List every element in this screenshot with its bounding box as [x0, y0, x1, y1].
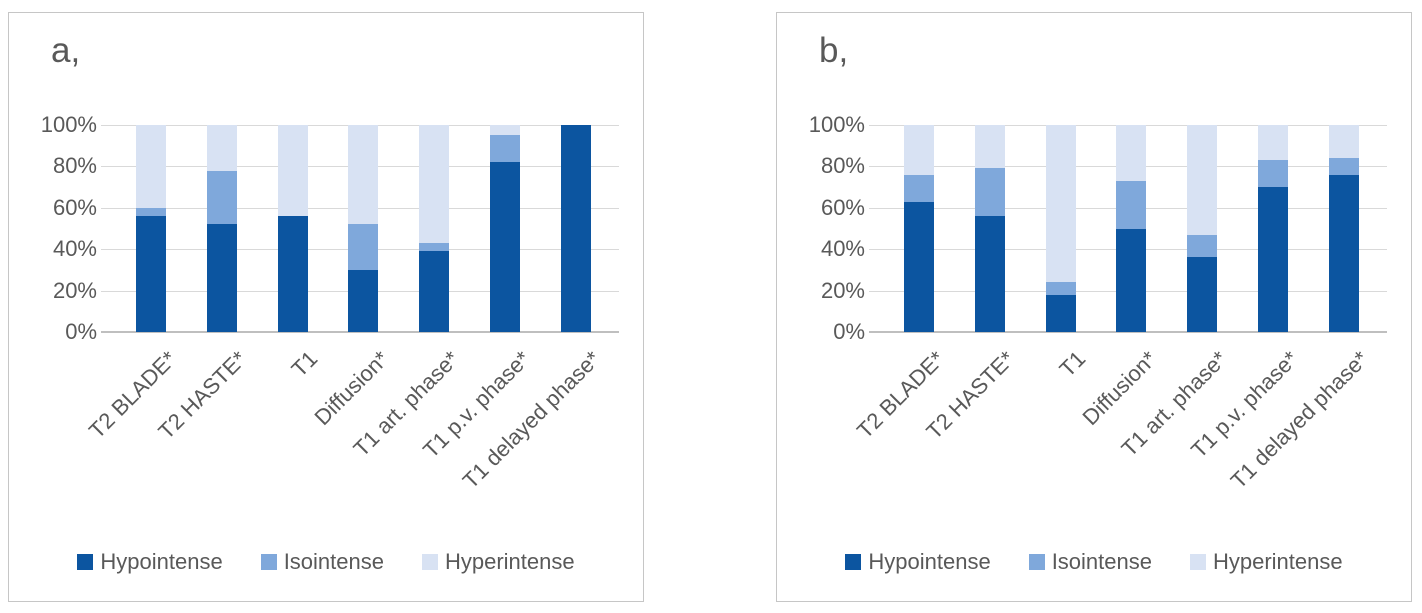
y-axis-tick-label: 80% [820, 153, 865, 179]
y-axis-tick-label: 100% [40, 112, 97, 137]
legend-label: Hypointense [868, 549, 991, 574]
legend-label: Isointense [283, 549, 384, 574]
legend-label: Isointense [1051, 549, 1152, 574]
y-axis-tick-label: 40% [52, 236, 97, 262]
panel-letter-a: a, [51, 31, 81, 70]
plot-area: 0% 20% 40% 60% 80% 100% T2 BLADE* T2 HASTE* T1 Di… [809, 114, 1387, 493]
bar-segment-isointense [206, 170, 237, 225]
bar-segment-hyperintense [1045, 125, 1076, 283]
legend-label: Hypointense [100, 549, 223, 574]
bar-segment-hypointense [206, 224, 237, 332]
bar-segment-hyperintense [136, 125, 166, 208]
bar-segment-hypointense [1187, 257, 1218, 332]
x-axis-category-label: T1 delayed phase* [458, 346, 606, 494]
legend-label: Hyperintense [1212, 549, 1343, 574]
bar-segment-hyperintense [1258, 125, 1288, 161]
chart-panel-a: a, 0% 20% 40% 60% 80% 100% T2 BLADE* T2 HASTE* T… [8, 12, 644, 602]
legend-swatch-isointense [1028, 554, 1045, 570]
legend-swatch-hyperintense [421, 554, 438, 570]
legend-item-hypointense: Hypointense [77, 549, 223, 575]
bar-segment-hyperintense [206, 125, 237, 171]
bar-segment-hyperintense [1116, 125, 1147, 181]
bar-segment-hypointense [277, 216, 308, 332]
bar-segment-hypointense [1045, 294, 1076, 332]
bar-segment-hypointense [490, 162, 520, 332]
y-axis-tick-label: 40% [820, 236, 865, 262]
bar-segment-isointense [1258, 160, 1288, 188]
legend-swatch-isointense [260, 554, 277, 570]
legend-label: Hyperintense [444, 549, 575, 574]
bar-segment-hypointense [904, 201, 934, 332]
y-axis-tick-label: 20% [820, 277, 865, 303]
y-axis-tick-label: 0% [833, 319, 865, 344]
legend-swatch-hypointense [77, 554, 94, 570]
legend-item-isointense: Isointense [260, 549, 384, 575]
bar-segment-hypointense [1116, 228, 1147, 332]
bar-segment-hypointense [348, 269, 379, 332]
chart-panel-b: b, 0% 20% 40% 60% 80% 100% T2 BLADE* T2 HASTE* T… [776, 12, 1412, 602]
bar-segment-hypointense [1258, 187, 1288, 332]
bar-segment-hyperintense [490, 125, 520, 136]
x-axis-line [101, 331, 619, 333]
legend-item-hypointense: Hypointense [845, 549, 991, 575]
x-axis-category-label: T1 delayed phase* [1226, 346, 1374, 494]
bar-segment-hypointense [560, 125, 591, 332]
y-axis-tick-label: 80% [52, 153, 97, 179]
bar-segment-hyperintense [348, 125, 379, 225]
y-axis-tick-label: 100% [808, 112, 865, 137]
y-axis-tick-label: 0% [65, 319, 97, 344]
x-axis-line [869, 331, 1387, 333]
bar-segment-hypointense [419, 251, 450, 332]
legend: Hypointense Isointense Hyperintense [9, 549, 643, 575]
bar-segment-hyperintense [1328, 125, 1359, 159]
bar-segment-isointense [1328, 158, 1359, 175]
plot-area: 0% 20% 40% 60% 80% 100% T2 BLADE* T2 HASTE* T1 Di… [41, 114, 619, 493]
bar-segment-isointense [419, 243, 450, 252]
bar-segment-isointense [1116, 180, 1147, 229]
bar-segment-hyperintense [1187, 125, 1218, 235]
bar-segment-hyperintense [974, 125, 1005, 169]
panel-letter-b: b, [819, 31, 849, 70]
legend-swatch-hypointense [845, 554, 862, 570]
bar-segment-isointense [1187, 234, 1218, 258]
y-axis-tick-label: 60% [52, 194, 97, 220]
legend-item-isointense: Isointense [1028, 549, 1152, 575]
x-axis-category-label: T1 [1054, 346, 1091, 382]
bar-segment-isointense [490, 135, 520, 163]
bar-segment-hypointense [1328, 174, 1359, 332]
bar-segment-hypointense [974, 216, 1005, 332]
bar-segment-isointense [136, 207, 166, 217]
bar-segment-isointense [904, 174, 934, 202]
bar-segment-hyperintense [277, 125, 308, 217]
x-axis-category-label: T1 [286, 346, 323, 382]
bar-segment-hyperintense [419, 125, 450, 243]
legend: Hypointense Isointense Hyperintense [777, 549, 1411, 575]
legend-swatch-hyperintense [1189, 554, 1206, 570]
y-axis-tick-label: 20% [52, 277, 97, 303]
y-axis-tick-label: 60% [820, 194, 865, 220]
bar-segment-isointense [1045, 282, 1076, 295]
legend-item-hyperintense: Hyperintense [421, 549, 575, 575]
legend-item-hyperintense: Hyperintense [1189, 549, 1343, 575]
bar-segment-isointense [348, 224, 379, 270]
bar-segment-hyperintense [904, 125, 934, 175]
bar-segment-hypointense [136, 216, 166, 332]
bar-segment-isointense [974, 168, 1005, 217]
